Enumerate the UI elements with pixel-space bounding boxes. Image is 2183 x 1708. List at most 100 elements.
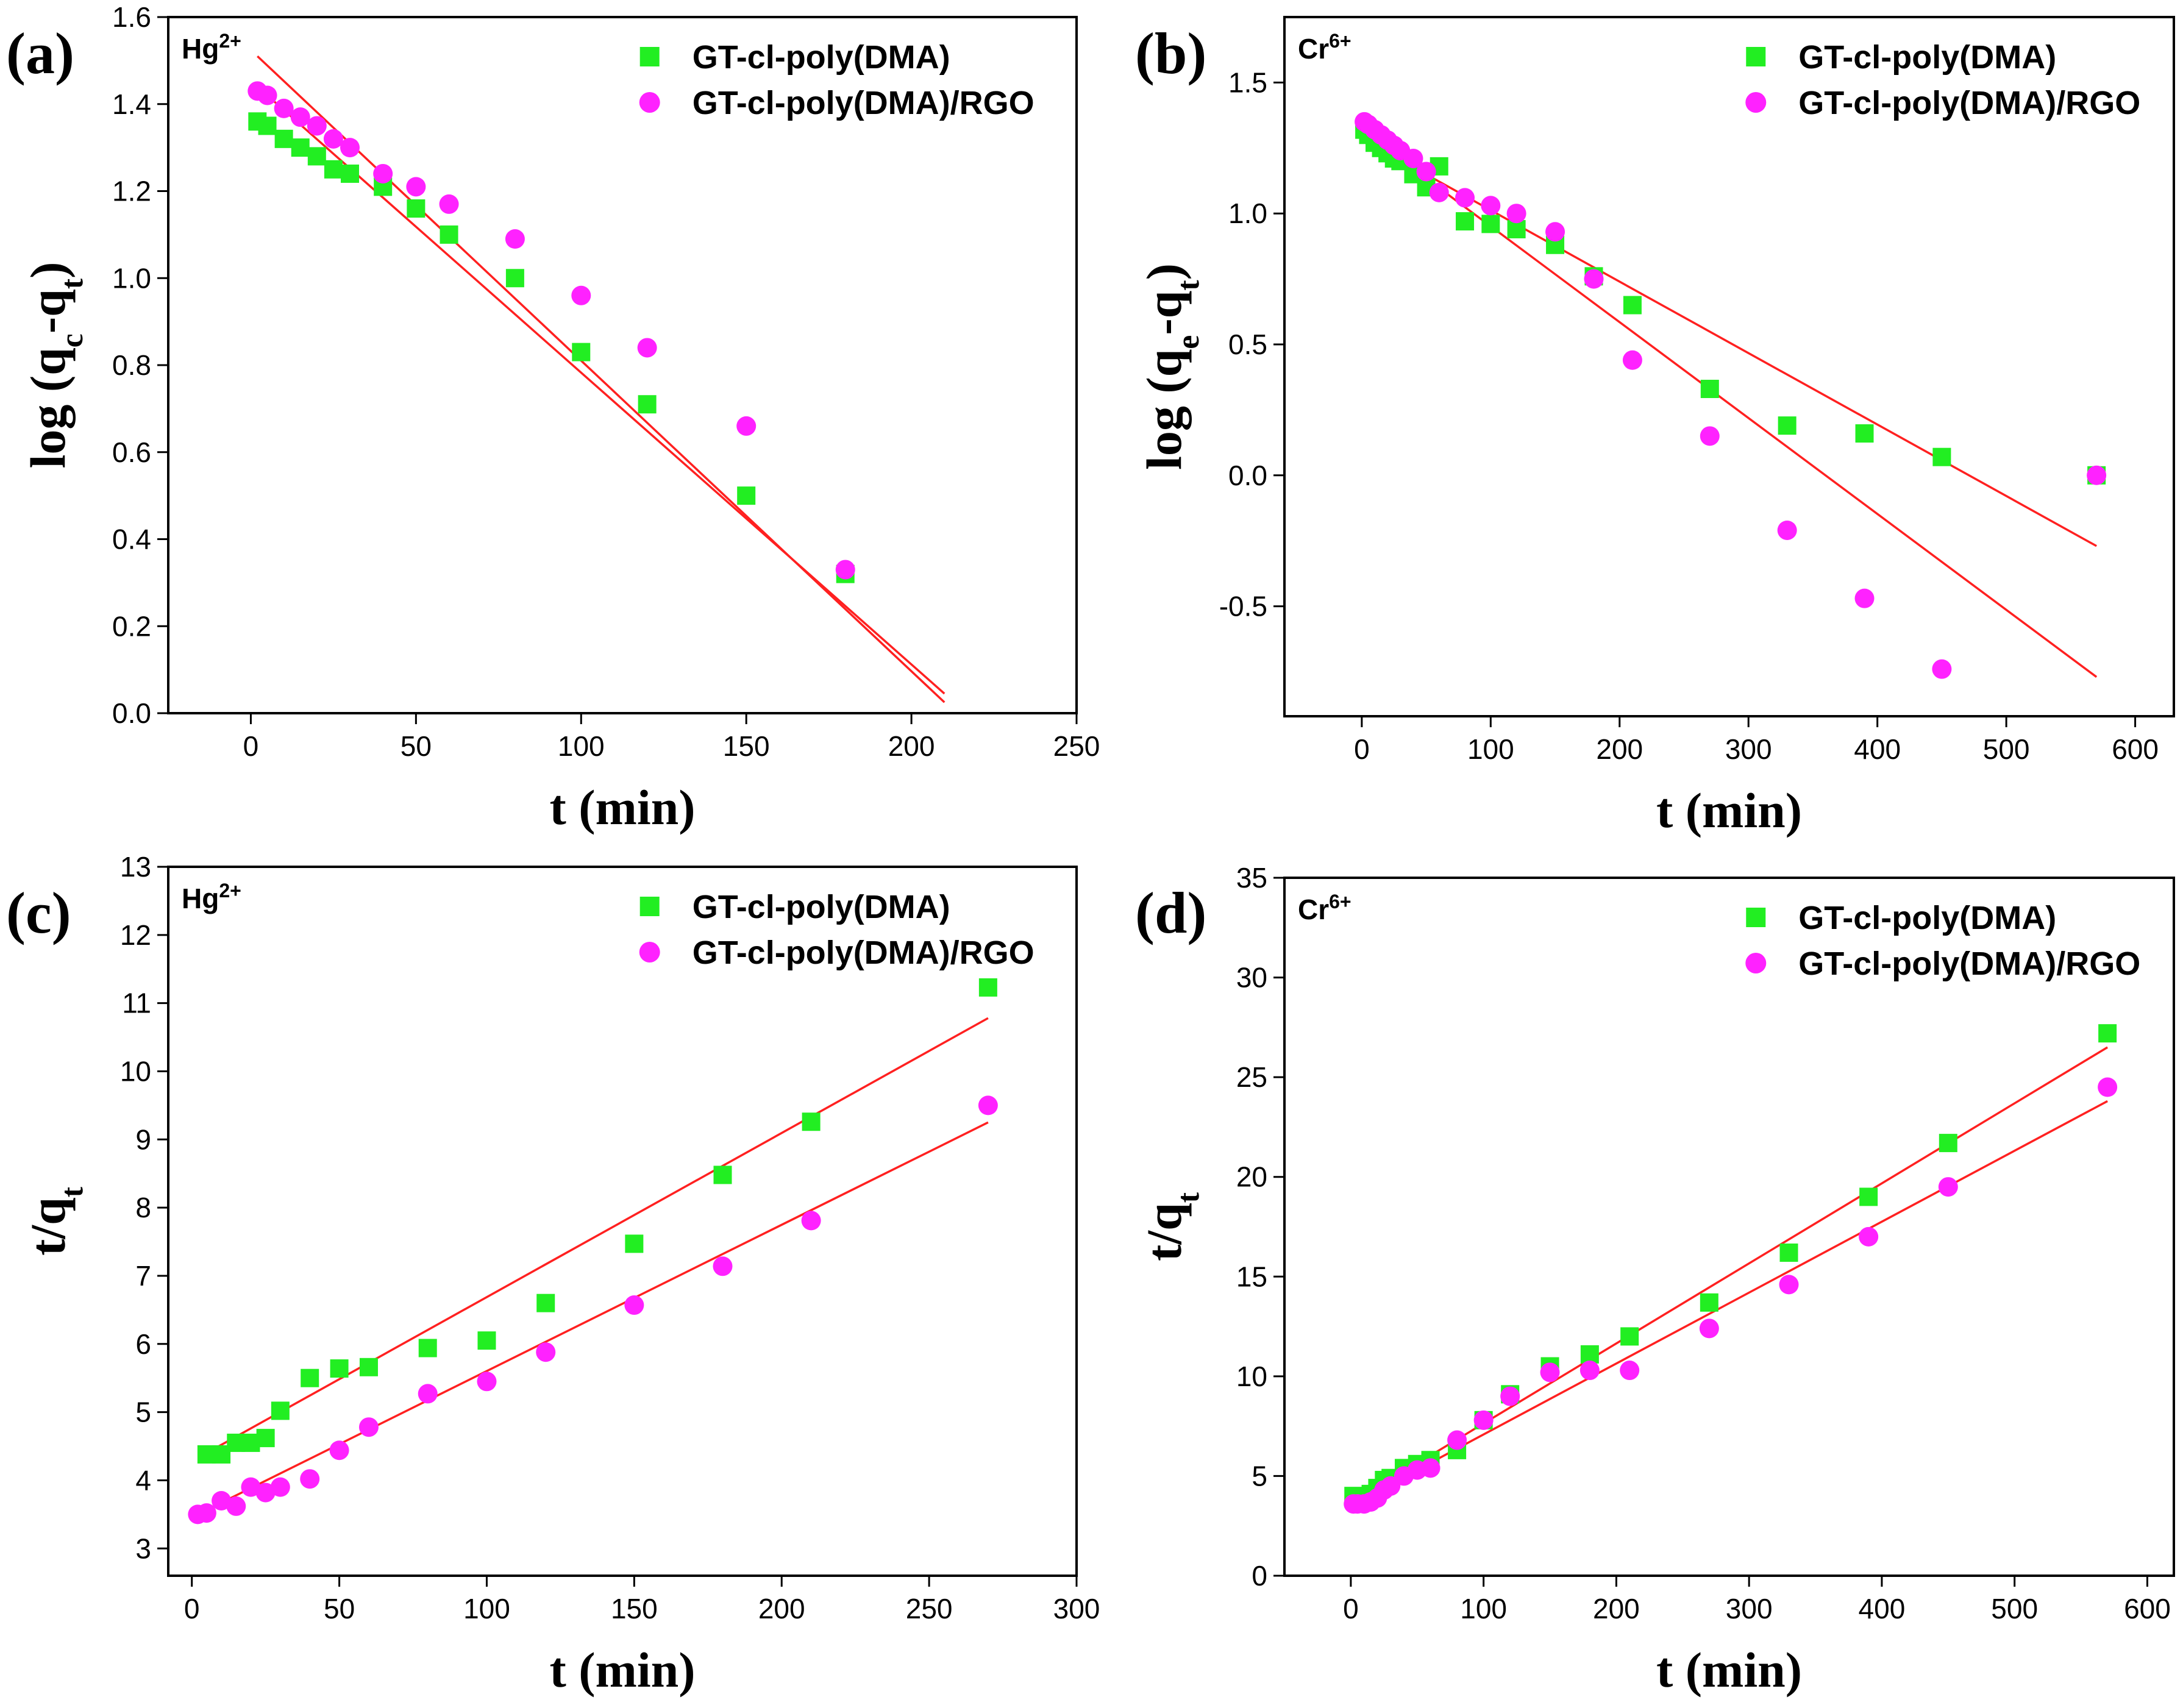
legend-marker-square [1746,908,1766,927]
data-point-square [1779,1244,1798,1262]
y-axis-text: log (q [1136,349,1192,470]
x-tick-label: 50 [401,730,432,762]
data-point-square [505,269,524,288]
data-point-circle [1455,188,1475,208]
x-axis-title: t (min) [1656,783,1802,838]
x-axis-title: t (min) [1656,1642,1802,1698]
x-tick-label: 200 [1596,733,1643,765]
y-tick-label: 15 [1236,1261,1267,1292]
data-point-circle [1777,520,1797,540]
y-axis-subscript: t [55,1186,90,1197]
y-tick-label: 1.4 [112,88,151,120]
data-point-circle [226,1496,246,1516]
x-tick-label: 400 [1854,733,1901,765]
panel-label: (a) [6,21,74,86]
x-tick-label: 600 [2124,1593,2171,1624]
data-point-circle [1620,1361,1640,1381]
y-tick-label: 10 [1236,1361,1267,1392]
data-point-circle [358,1417,379,1437]
y-tick-label: 11 [122,987,151,1019]
x-tick-label: 150 [611,1593,658,1624]
legend-label: GT-cl-poly(DMA) [693,39,950,76]
y-axis-subscript: t [55,278,90,289]
panel-label: (d) [1135,880,1206,945]
y-tick-label: 30 [1236,962,1267,994]
y-axis-subscript: e [1171,335,1206,349]
data-point-circle [477,1372,497,1392]
fit-line [197,1121,989,1515]
chart-panel-d: 0 100 200 300 400 500 600 0 5 10 15 20 25 30 35 t (min)… [1135,862,2175,1698]
data-point-circle [1540,1362,1560,1382]
y-tick-label: -0.5 [1219,591,1267,622]
ion-charge: 2+ [219,880,241,902]
y-tick-label: 5 [1252,1460,1267,1492]
data-point-circle [1584,269,1604,289]
y-tick-label: 1.5 [1228,66,1267,98]
y-tick-label: 13 [120,851,151,883]
y-tick-label: 3 [135,1532,151,1564]
data-point-square [1859,1187,1878,1206]
ion-charge: 6+ [1329,891,1351,913]
y-tick-label: 0.2 [112,610,151,642]
y-tick-label: 4 [135,1464,151,1496]
fit-line [1353,1046,2109,1503]
data-point-circle [257,85,277,105]
ion-label: Hg2+ [182,880,241,914]
y-tick-label: 12 [120,919,151,951]
y-tick-label: 10 [120,1055,151,1087]
y-tick-label: 1.2 [112,176,151,207]
data-point-square [737,486,756,505]
ion-symbol: Hg [182,33,219,65]
data-point-square [271,1401,290,1420]
y-axis-text: t/q [20,1197,76,1256]
data-point-square [1700,1293,1718,1312]
data-point-square [536,1293,555,1312]
data-point-circle [439,194,459,214]
data-point-circle [323,129,343,149]
y-tick-label: 0.6 [112,436,151,468]
data-point-circle [801,1211,821,1231]
legend-label: GT-cl-poly(DMA)/RGO [693,85,1035,121]
legend-marker-circle [639,942,660,963]
data-point-circle [637,338,657,358]
data-point-square [1700,380,1719,399]
y-axis-text: ) [1136,263,1192,280]
y-tick-label: 0 [1252,1560,1267,1592]
data-point-square [341,164,359,183]
chart-panel-c: 0 50 100 150 200 250 300 3 4 5 6 7 8 9 10 11 12 13 t (min)… [6,851,1100,1698]
data-point-circle [329,1440,349,1461]
data-point-circle [300,1469,320,1489]
fit-line [206,1017,989,1454]
data-point-square [1580,1345,1599,1364]
data-point-square [802,1112,821,1131]
data-point-square [572,343,591,361]
y-tick-label: 8 [135,1192,151,1223]
data-point-circle [1429,182,1449,202]
x-tick-label: 100 [558,730,605,762]
y-tick-label: 0.8 [112,349,151,381]
y-tick-label: 0.0 [1228,460,1267,491]
y-axis-title: t/qt [20,1186,90,1256]
data-point-square [418,1339,437,1358]
data-point-circle [1854,588,1875,608]
data-point-square [1620,1327,1639,1346]
data-point-circle [418,1384,438,1404]
data-point-square [1623,296,1642,315]
data-point-square [440,225,458,244]
ion-charge: 2+ [219,30,241,52]
y-tick-label: 0.4 [112,524,151,555]
data-point-square [301,1368,319,1387]
data-point-square [258,116,277,135]
legend-marker-circle [639,92,660,113]
data-point-square [256,1429,275,1448]
x-tick-label: 200 [888,730,935,762]
fit-line [1353,1100,2108,1505]
data-point-circle [1481,196,1501,216]
data-point-circle [406,177,426,197]
panel-label: (b) [1135,21,1206,86]
legend-label: GT-cl-poly(DMA) [693,889,950,925]
data-point-circle [1779,1275,1799,1295]
legend-label: GT-cl-poly(DMA)/RGO [1798,945,2140,982]
y-axis-title: log (qe-qt) [1136,263,1206,470]
